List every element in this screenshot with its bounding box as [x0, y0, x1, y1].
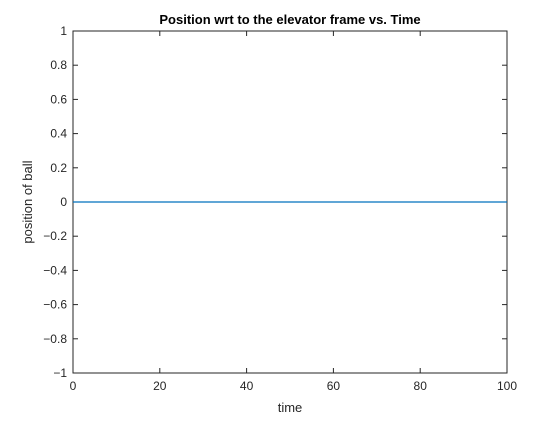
- x-axis-ticks: 0 20 40 60 80 100: [70, 31, 517, 393]
- x-tick-label: 0: [70, 379, 77, 393]
- y-axis-label: position of ball: [20, 160, 35, 243]
- y-tick-label: 0.4: [50, 127, 67, 141]
- x-tick-label: 40: [240, 379, 254, 393]
- y-tick-label: 0.6: [50, 92, 67, 106]
- y-tick-label: 1: [60, 24, 67, 38]
- y-axis-ticks: −1 −0.8 −0.6 −0.4 −0.2 0 0.2 0.4 0.6 0.8 1: [43, 24, 507, 380]
- x-tick-label: 60: [327, 379, 341, 393]
- y-tick-label: −0.8: [43, 332, 67, 346]
- y-tick-label: −0.2: [43, 229, 67, 243]
- x-tick-label: 100: [497, 379, 517, 393]
- y-tick-label: −0.6: [43, 298, 67, 312]
- y-tick-label: 0.2: [50, 161, 67, 175]
- y-tick-label: −0.4: [43, 263, 67, 277]
- x-tick-label: 20: [153, 379, 167, 393]
- y-tick-label: 0: [60, 195, 67, 209]
- y-tick-label: 0.8: [50, 58, 67, 72]
- x-axis-label: time: [278, 400, 303, 415]
- chart-title: Position wrt to the elevator frame vs. T…: [159, 12, 420, 27]
- x-tick-label: 80: [414, 379, 428, 393]
- y-tick-label: −1: [53, 366, 67, 380]
